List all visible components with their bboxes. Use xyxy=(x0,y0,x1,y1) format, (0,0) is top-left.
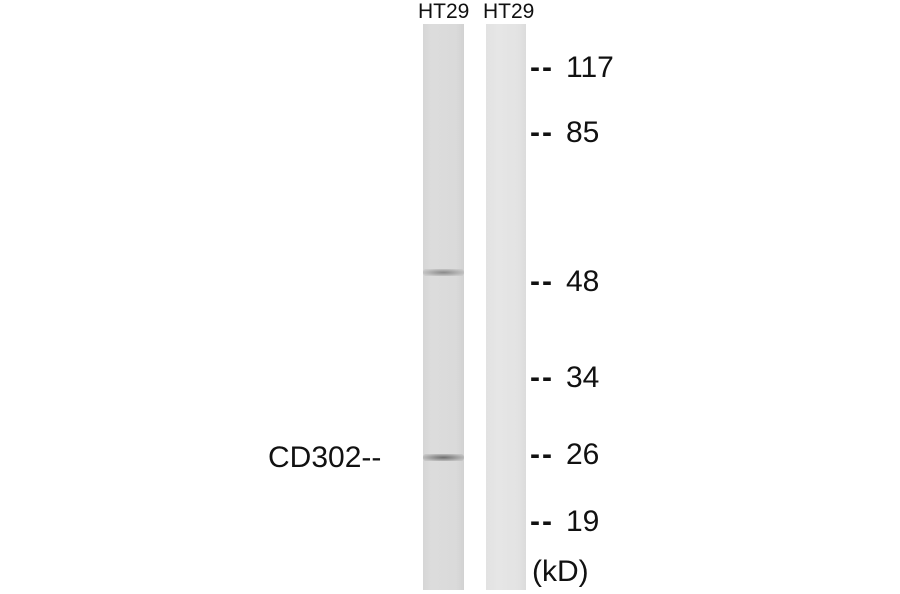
lane-label-2: HT29 xyxy=(483,0,535,23)
protein-label: CD302-- xyxy=(268,441,382,474)
band-48kd xyxy=(423,269,464,276)
marker-48: -- 48 xyxy=(530,265,600,298)
lane-label-1: HT29 xyxy=(418,0,470,23)
marker-34: -- 34 xyxy=(530,361,600,394)
blot-lane-2 xyxy=(486,24,526,590)
marker-26: -- 26 xyxy=(530,438,600,471)
marker-117: -- 117 xyxy=(530,51,614,84)
marker-85: -- 85 xyxy=(530,116,600,149)
blot-lane-1 xyxy=(423,24,464,590)
unit-label: (kD) xyxy=(532,555,589,588)
band-cd302 xyxy=(423,454,464,461)
marker-19: -- 19 xyxy=(530,505,600,538)
